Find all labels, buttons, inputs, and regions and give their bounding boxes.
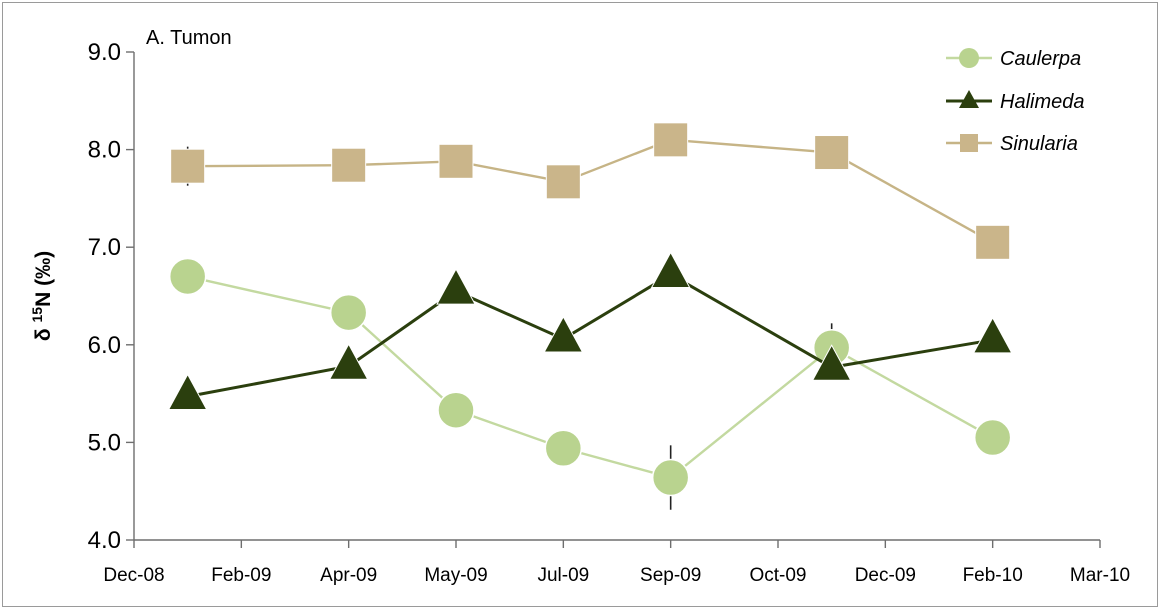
y-axis-label: δ 15N (‰) (29, 251, 55, 341)
halimeda-line (187, 272, 993, 399)
x-tick-label: Dec-08 (103, 565, 164, 586)
y-tick-label: 5.0 (88, 429, 121, 456)
legend-entry-sinularia: Sinularia (946, 133, 1078, 155)
caulerpa-line (187, 275, 994, 479)
x-tick-label: Dec-09 (855, 565, 916, 586)
halimeda-point (650, 251, 691, 289)
x-tick-label: Sep-09 (640, 565, 701, 586)
halimeda-point (167, 373, 208, 411)
x-tick-label: May-09 (424, 565, 487, 586)
caulerpa-point (973, 418, 1012, 457)
halimeda-point (328, 343, 369, 380)
legend-marker (960, 134, 978, 152)
sinularia-point (545, 164, 581, 200)
legend-label: Sinularia (1000, 133, 1078, 155)
legend-marker (959, 90, 979, 108)
x-tick-label: Mar-10 (1070, 565, 1130, 586)
halimeda-point (543, 315, 584, 353)
halimeda-point (436, 268, 476, 305)
x-tick-label: Oct-09 (749, 565, 806, 586)
panel-label: A. Tumon (146, 27, 232, 49)
caulerpa-point (329, 293, 368, 332)
y-tick-label: 6.0 (88, 332, 121, 359)
sinularia-line (187, 138, 994, 244)
caulerpa-point (437, 391, 475, 429)
caulerpa-point (168, 257, 207, 296)
sinularia-point (331, 147, 367, 183)
x-tick-label: Feb-10 (963, 565, 1023, 586)
sinularia-point (438, 143, 474, 179)
series-layer (167, 122, 1013, 510)
y-tick-label: 4.0 (88, 527, 121, 554)
sinularia-point (975, 224, 1011, 260)
caulerpa-point (651, 458, 690, 497)
caulerpa-point (544, 429, 583, 468)
legend-marker (959, 48, 979, 68)
legend-entry-halimeda: Halimeda (946, 90, 1084, 113)
y-tick-label: 7.0 (88, 234, 121, 261)
legend-label: Caulerpa (1000, 48, 1081, 70)
legend-entry-caulerpa: Caulerpa (946, 48, 1081, 70)
sinularia-point (170, 148, 206, 184)
halimeda-point (972, 316, 1013, 354)
legend-label: Halimeda (1000, 91, 1084, 113)
y-tick-label: 9.0 (88, 39, 121, 66)
sinularia-point (653, 122, 689, 158)
series-sinularia (170, 122, 1011, 260)
series-halimeda (167, 251, 1013, 411)
x-tick-label: Feb-09 (211, 565, 271, 586)
axes: 4.0 5.0 6.0 7.0 8.0 9.0 Dec-08 Feb-09 Apr-09 May-… (88, 39, 1130, 586)
y-tick-label: 8.0 (88, 137, 121, 164)
x-tick-label: Jul-09 (537, 565, 589, 586)
halimeda-point (811, 344, 852, 381)
legend: Caulerpa Halimeda Sinularia (946, 48, 1084, 155)
sinularia-point (814, 135, 850, 171)
x-tick-label: Apr-09 (320, 565, 377, 586)
series-caulerpa (168, 257, 1012, 510)
